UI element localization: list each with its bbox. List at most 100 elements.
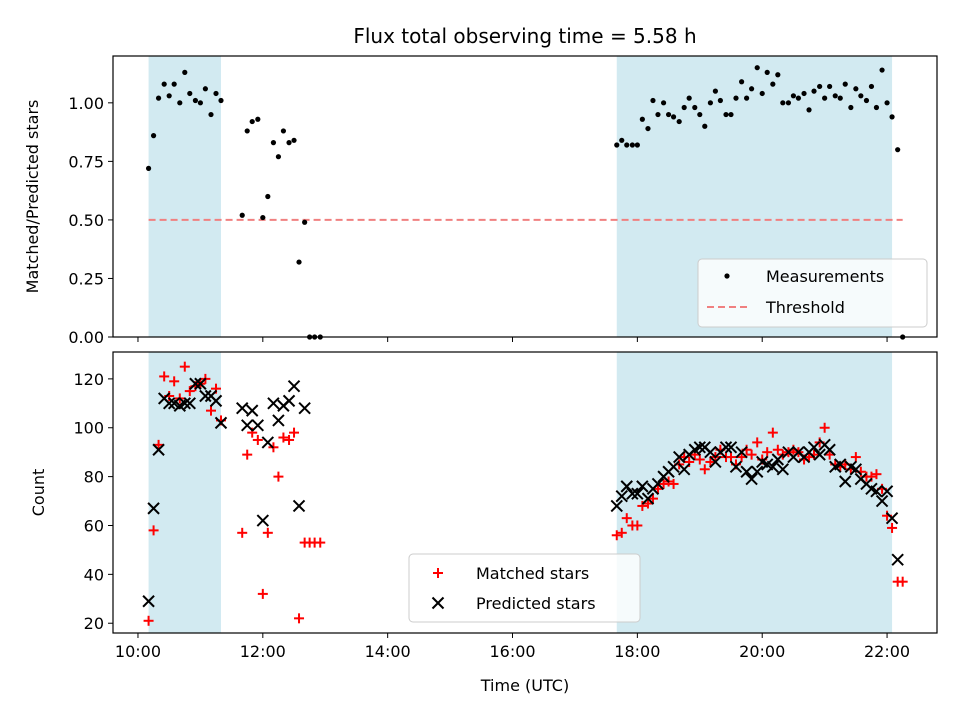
measurement-point-0 — [145, 165, 152, 171]
predicted-star-point-36 — [651, 477, 665, 491]
x-axis-label: Time (UTC) — [480, 676, 569, 695]
predicted-star-point-46 — [704, 445, 717, 459]
measurement-point-81 — [873, 104, 880, 111]
matched-star-point-36 — [637, 500, 648, 511]
measurement-point-20 — [265, 193, 271, 200]
measurement-point-11 — [202, 86, 208, 92]
predicted-star-point-8 — [183, 397, 196, 410]
measurement-point-36 — [639, 116, 645, 122]
matched-star-point-8 — [184, 386, 195, 397]
measurement-point-77 — [853, 86, 859, 92]
measurement-point-55 — [739, 79, 745, 85]
predicted-star-point-25 — [287, 380, 301, 393]
measurement-point-16 — [244, 128, 250, 134]
measurement-point-7 — [182, 69, 188, 75]
predicted-star-point-40 — [672, 450, 686, 464]
matched-star-point-18 — [252, 434, 263, 445]
matched-star-point-2 — [153, 439, 164, 450]
bottom-legend-box — [408, 553, 641, 623]
predicted-star-point-0 — [142, 595, 155, 608]
measurement-point-39 — [655, 111, 661, 118]
bottom-y-tick-label-4: 100 — [73, 419, 104, 438]
measurement-point-51 — [717, 97, 723, 104]
measurement-point-8 — [187, 90, 193, 97]
measurement-point-22 — [275, 154, 282, 160]
predicted-star-point-49 — [719, 441, 733, 454]
matched-star-point-20 — [262, 527, 273, 538]
measurement-point-74 — [837, 95, 843, 101]
matched-star-point-33 — [621, 513, 632, 524]
matched-star-point-1 — [148, 525, 159, 536]
measurement-point-85 — [895, 147, 901, 153]
top-y-axis-label: Matched/Predicted stars — [23, 100, 42, 294]
measurement-point-47 — [697, 111, 703, 118]
matched-star-point-0 — [143, 615, 154, 626]
predicted-star-point-21 — [267, 397, 280, 410]
measurement-point-53 — [728, 111, 734, 118]
matched-star-point-39 — [652, 483, 663, 494]
matched-star-point-58 — [752, 437, 763, 448]
matched-star-point-48 — [699, 464, 710, 475]
top-y-ticks: 0.00 0.25 0.50 0.75 1.00 — [68, 94, 113, 347]
predicted-star-point-53 — [740, 465, 753, 478]
measurement-point-61 — [770, 81, 776, 87]
top-y-tick-label-3: 0.75 — [68, 152, 104, 171]
predicted-star-point-28 — [610, 499, 623, 513]
predicted-star-point-78 — [870, 485, 883, 498]
measurement-point-2 — [155, 95, 162, 101]
matched-star-point-19 — [257, 588, 268, 599]
bottom-y-ticks: 20 40 60 80 100 120 — [73, 370, 113, 633]
top-legend: Measurements Threshold — [697, 258, 928, 328]
measurement-point-62 — [775, 72, 781, 78]
measurement-point-73 — [832, 93, 838, 99]
legend-label-predicted-stars: Predicted stars — [476, 594, 596, 613]
predicted-star-point-67 — [813, 448, 826, 461]
predicted-star-point-81 — [885, 511, 899, 525]
matched-star-point-35 — [632, 520, 643, 531]
measurement-point-15 — [239, 212, 245, 218]
measurement-point-46 — [692, 104, 698, 111]
measurement-point-63 — [780, 100, 786, 106]
predicted-star-point-11 — [199, 389, 212, 403]
measurement-point-31 — [614, 142, 620, 148]
top-chart-title: Flux total observing time = 5.58 h — [353, 24, 696, 48]
measurement-point-82 — [879, 67, 885, 73]
measurement-point-76 — [848, 104, 854, 111]
matched-star-point-61 — [767, 427, 778, 438]
matched-star-point-71 — [819, 422, 830, 433]
measurements-layer — [145, 65, 906, 340]
matched-star-point-15 — [237, 527, 248, 538]
x-tick-label-1: 12:00 — [240, 642, 286, 661]
measurement-point-66 — [795, 95, 802, 101]
predicted-star-point-26 — [292, 499, 306, 513]
measurement-point-24 — [286, 140, 292, 146]
predicted-star-point-41 — [677, 463, 691, 476]
predicted-star-point-79 — [875, 494, 889, 508]
predicted-star-point-9 — [189, 377, 202, 390]
measurement-point-26 — [296, 259, 302, 265]
x-tick-label-4: 18:00 — [614, 642, 660, 661]
predicted-star-point-17 — [245, 404, 259, 417]
predicted-star-point-29 — [615, 489, 628, 503]
matched-star-point-7 — [179, 361, 190, 372]
bottom-legend: Matched stars Predicted stars — [408, 553, 641, 623]
predicted-star-point-30 — [620, 480, 633, 493]
predicted-star-point-4 — [162, 397, 176, 410]
predicted-star-point-80 — [880, 485, 894, 498]
measurement-point-72 — [827, 83, 833, 90]
predicted-star-point-47 — [709, 455, 722, 469]
matched-star-point-5 — [169, 376, 180, 387]
top-plot-frame — [112, 55, 938, 338]
legend-marker-predicted-x — [431, 596, 445, 610]
matched-star-point-42 — [668, 478, 679, 489]
measurement-point-52 — [723, 111, 729, 118]
predicted-star-point-18 — [251, 419, 265, 432]
legend-marker-matched-plus — [433, 568, 443, 578]
measurement-point-48 — [702, 123, 708, 129]
predicted-star-point-31 — [626, 487, 639, 500]
matched-star-point-26 — [294, 613, 305, 624]
matched-star-point-47 — [694, 454, 705, 465]
predicted-star-point-59 — [771, 453, 785, 466]
matched-star-point-53 — [726, 452, 736, 463]
matched-star-point-57 — [746, 449, 757, 460]
